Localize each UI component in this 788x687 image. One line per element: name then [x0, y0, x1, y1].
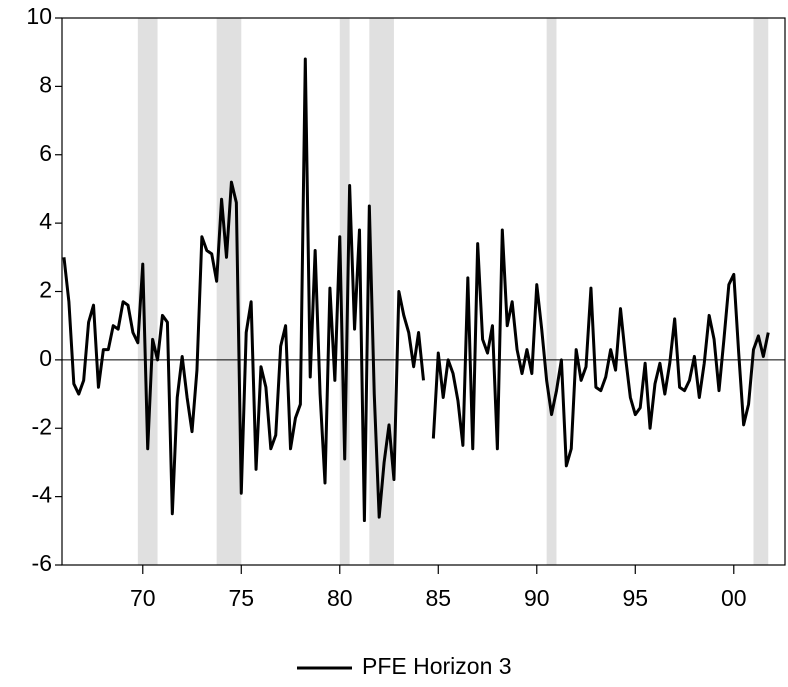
y-tick-label: 8 [39, 71, 52, 97]
x-tick-label: 75 [228, 585, 254, 611]
shaded-period [753, 18, 769, 565]
plot-frame [61, 17, 786, 566]
y-tick-label: -2 [32, 413, 52, 439]
y-tick-label: 6 [39, 140, 52, 166]
x-tick-label: 95 [622, 585, 648, 611]
x-tick-label: 80 [327, 585, 353, 611]
x-tick-label: 70 [130, 585, 156, 611]
shaded-period [546, 18, 557, 565]
shaded-period [137, 18, 158, 565]
shaded-period [339, 18, 350, 565]
legend-label: PFE Horizon 3 [362, 653, 512, 679]
y-tick-label: 2 [39, 277, 52, 303]
x-tick-label: 85 [425, 585, 451, 611]
y-tick-label: -4 [32, 482, 53, 508]
y-tick-label: 10 [26, 3, 52, 29]
data-line [62, 57, 770, 523]
y-tick-label: 4 [39, 208, 52, 234]
x-tick-label: 90 [524, 585, 550, 611]
y-tick-label: 0 [39, 345, 52, 371]
x-tick-label: 00 [721, 585, 747, 611]
y-tick-label: -6 [32, 550, 52, 576]
